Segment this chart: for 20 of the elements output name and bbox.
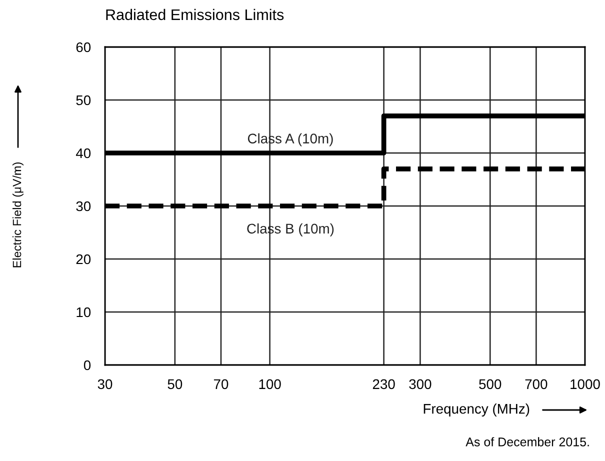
x-tick-label: 100: [259, 379, 281, 390]
x-tick-label: 700: [525, 379, 548, 390]
x-tick-label: 230: [372, 379, 395, 390]
y-tick-label: 60: [76, 42, 91, 52]
x-tick-label: 70: [214, 379, 228, 390]
x-tick-label: 30: [98, 379, 112, 390]
y-tick-label: 50: [76, 95, 91, 106]
x-tick-label: 300: [409, 379, 432, 390]
y-tick-label: 20: [76, 254, 91, 264]
y-tick-label: 10: [76, 307, 91, 318]
x-axis-title: Frequency (MHz): [424, 404, 530, 416]
y-axis-title: Electric Field (μV/m): [12, 162, 24, 268]
y-tick-label: 0: [84, 360, 91, 370]
x-tick-label: 500: [479, 379, 502, 390]
x-tick-label: 1000: [570, 379, 600, 390]
y-tick-label: 30: [76, 201, 91, 212]
x-tick-label: 50: [168, 379, 182, 390]
y-tick-label: 40: [76, 148, 91, 158]
chart-title: Radiated Emissions Limits: [106, 8, 284, 20]
text: As of December 2015.: [466, 437, 589, 446]
